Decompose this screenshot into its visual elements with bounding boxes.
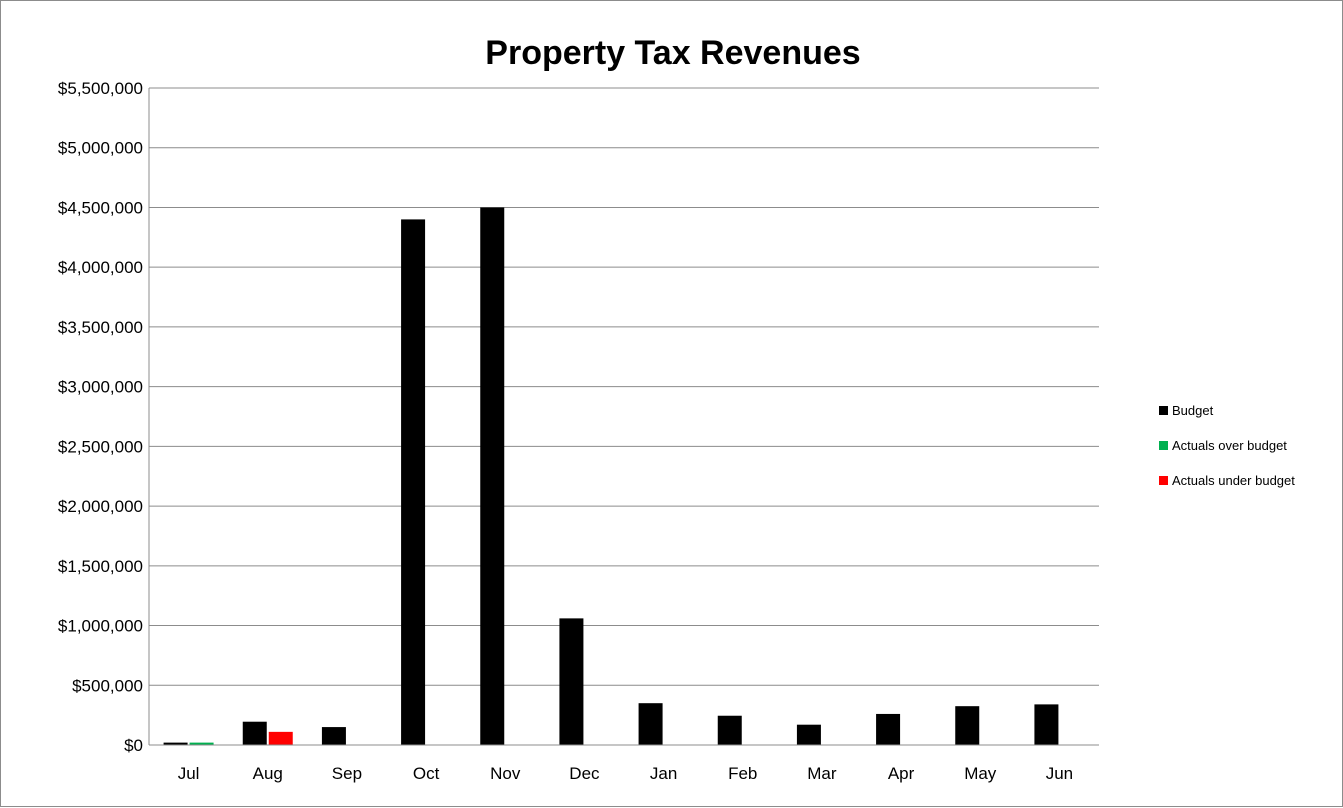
bar-budget bbox=[955, 706, 980, 745]
bar-budget bbox=[717, 715, 742, 745]
y-tick-label: $500,000 bbox=[72, 676, 143, 695]
bar-budget bbox=[480, 207, 505, 746]
y-tick-label: $5,000,000 bbox=[58, 139, 143, 158]
x-tick-label: Aug bbox=[253, 764, 283, 783]
bar-actuals-over-budget bbox=[189, 742, 214, 745]
bar-budget bbox=[321, 727, 346, 745]
legend-label: Budget bbox=[1172, 403, 1214, 418]
legend: Budget Actuals over budget Actuals under b… bbox=[1159, 403, 1295, 488]
bar-budget bbox=[638, 703, 663, 745]
y-tick-label: $2,000,000 bbox=[58, 497, 143, 516]
x-tick-label: Jul bbox=[178, 764, 200, 783]
y-tick-label: $5,500,000 bbox=[58, 79, 143, 98]
y-tick-label: $3,000,000 bbox=[58, 378, 143, 397]
bar-budget bbox=[1034, 704, 1059, 745]
bar-actuals-under-budget bbox=[268, 731, 293, 745]
x-tick-label: Sep bbox=[332, 764, 362, 783]
x-tick-label: Apr bbox=[888, 764, 915, 783]
x-tick-label: Nov bbox=[490, 764, 521, 783]
legend-swatch bbox=[1159, 406, 1168, 415]
legend-label: Actuals over budget bbox=[1172, 438, 1287, 453]
y-tick-label: $1,000,000 bbox=[58, 617, 143, 636]
y-tick-label: $3,500,000 bbox=[58, 318, 143, 337]
gridlines bbox=[149, 87, 1099, 686]
legend-label: Actuals under budget bbox=[1172, 473, 1295, 488]
y-tick-label: $4,500,000 bbox=[58, 198, 143, 217]
y-tick-label: $1,500,000 bbox=[58, 557, 143, 576]
x-tick-label: Dec bbox=[569, 764, 600, 783]
x-tick-label: Jun bbox=[1046, 764, 1073, 783]
bar-budget bbox=[401, 219, 426, 745]
bar-budget bbox=[242, 721, 267, 745]
legend-swatch bbox=[1159, 441, 1168, 450]
bars bbox=[163, 207, 1059, 746]
bar-budget bbox=[876, 713, 901, 745]
x-axis-ticks: Jul Aug Sep Oct Nov Dec Jan Feb Mar Apr May Jun bbox=[178, 764, 1073, 783]
x-tick-label: Oct bbox=[413, 764, 440, 783]
x-tick-label: Feb bbox=[728, 764, 757, 783]
chart-title: Property Tax Revenues bbox=[485, 34, 860, 72]
x-tick-label: Jan bbox=[650, 764, 677, 783]
y-tick-label: $0 bbox=[124, 736, 143, 755]
axes bbox=[148, 88, 1099, 746]
bar-budget bbox=[559, 618, 584, 745]
y-axis-ticks: $0 $500,000 $1,000,000 $1,500,000 $2,000,000… bbox=[58, 79, 143, 755]
y-tick-label: $2,500,000 bbox=[58, 437, 143, 456]
x-tick-label: May bbox=[964, 764, 997, 783]
bar-budget bbox=[796, 724, 821, 745]
legend-swatch bbox=[1159, 476, 1168, 485]
y-tick-label: $4,000,000 bbox=[58, 258, 143, 277]
x-tick-label: Mar bbox=[807, 764, 837, 783]
bar-budget bbox=[163, 742, 188, 745]
